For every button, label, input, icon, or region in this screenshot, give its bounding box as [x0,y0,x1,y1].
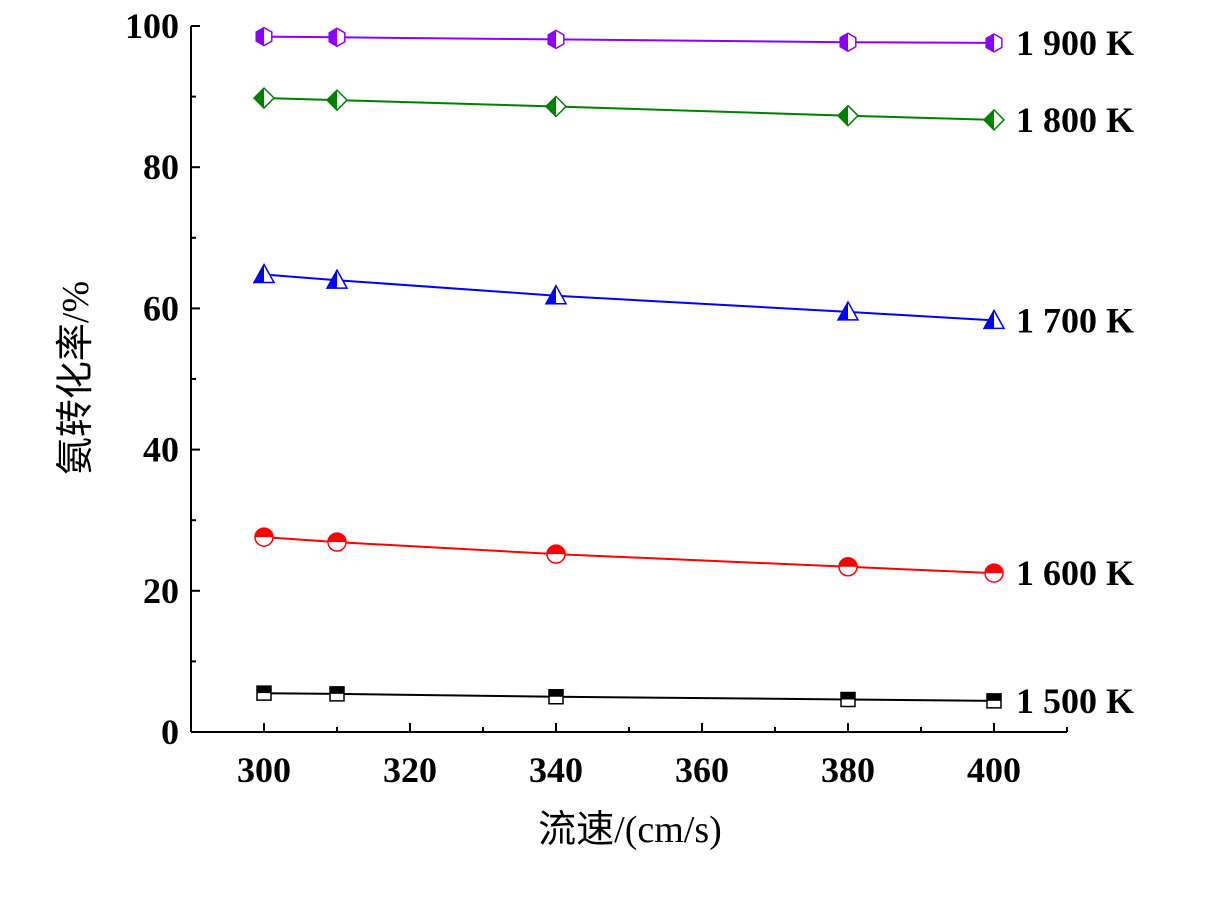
data-point [325,89,349,112]
series-1: 1 600 K [254,527,1134,593]
y-tick-label: 0 [161,712,179,752]
series-layer: 1 500 K 1 600 K 1 700 K 1 800 K 1 900 K [252,23,1134,721]
y-tick-label: 100 [125,6,179,46]
series-line [263,35,995,44]
y-tick-label: 20 [143,571,179,611]
data-point [984,563,1004,583]
x-tick-label: 400 [967,750,1021,790]
y-tick-label: 80 [143,147,179,187]
series-3: 1 800 K [252,86,1134,140]
data-point [252,262,276,284]
series-4: 1 900 K [255,23,1134,63]
data-point [325,268,349,289]
data-point [254,527,274,547]
data-point [838,557,858,577]
data-point [548,688,564,705]
series-label: 1 500 K [1016,681,1134,721]
x-tick-label: 360 [675,750,729,790]
data-point [252,86,276,110]
x-tick-label: 320 [383,750,437,790]
data-point [544,284,568,305]
series-label: 1 800 K [1016,100,1134,140]
series-line [263,273,995,322]
data-point [985,33,1003,53]
data-point [256,685,272,701]
series-line [263,536,995,575]
series-label: 1 900 K [1016,23,1134,63]
y-tick-label: 60 [143,288,179,328]
data-point [328,27,346,48]
data-point [546,544,566,564]
data-point [544,95,568,118]
series-label: 1 600 K [1016,553,1134,593]
data-point [986,693,1002,709]
axes: 0 20 40 60 80 100 300 320 340 360 380 400 [125,6,1068,790]
x-tick-label: 380 [821,750,875,790]
data-point [547,29,565,50]
series-2: 1 700 K [252,262,1134,340]
data-point [836,104,860,127]
y-tick-label: 40 [143,430,179,470]
data-point [836,300,860,321]
series-0: 1 500 K [256,681,1134,721]
data-point [255,26,273,47]
series-line [263,692,995,702]
x-axis-title: 流速/(cm/s) [538,809,722,851]
data-point [982,308,1006,330]
data-point [329,686,345,702]
data-point [327,532,347,552]
data-point [840,691,856,708]
data-point [982,108,1006,131]
data-point [839,32,857,53]
x-tick-label: 340 [529,750,583,790]
series-line [263,97,995,121]
series-label: 1 700 K [1016,300,1134,340]
x-tick-label: 300 [237,750,291,790]
y-axis-title: 氨转化率/% [55,281,97,475]
